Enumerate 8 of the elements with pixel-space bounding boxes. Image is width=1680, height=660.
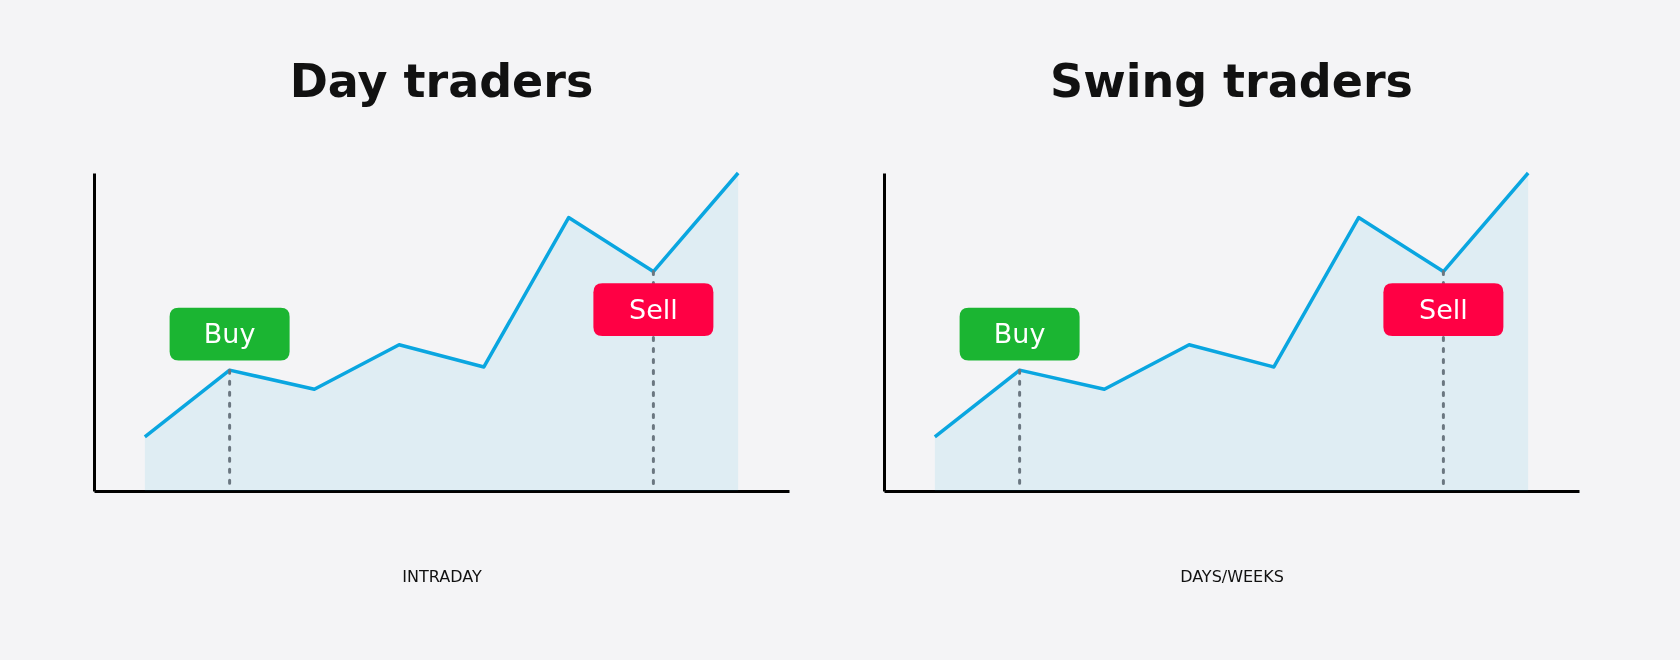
chart-title: Day traders: [289, 54, 594, 108]
annotation: Sell: [629, 293, 678, 325]
annotation: Buy: [203, 318, 256, 350]
annotation: Sell: [1419, 293, 1468, 325]
chart-title: Swing traders: [1050, 54, 1413, 108]
x-axis-title: INTRADAY: [402, 566, 482, 586]
annotation: Buy: [993, 318, 1046, 350]
x-axis-title: DAYS/WEEKS: [1180, 566, 1284, 586]
